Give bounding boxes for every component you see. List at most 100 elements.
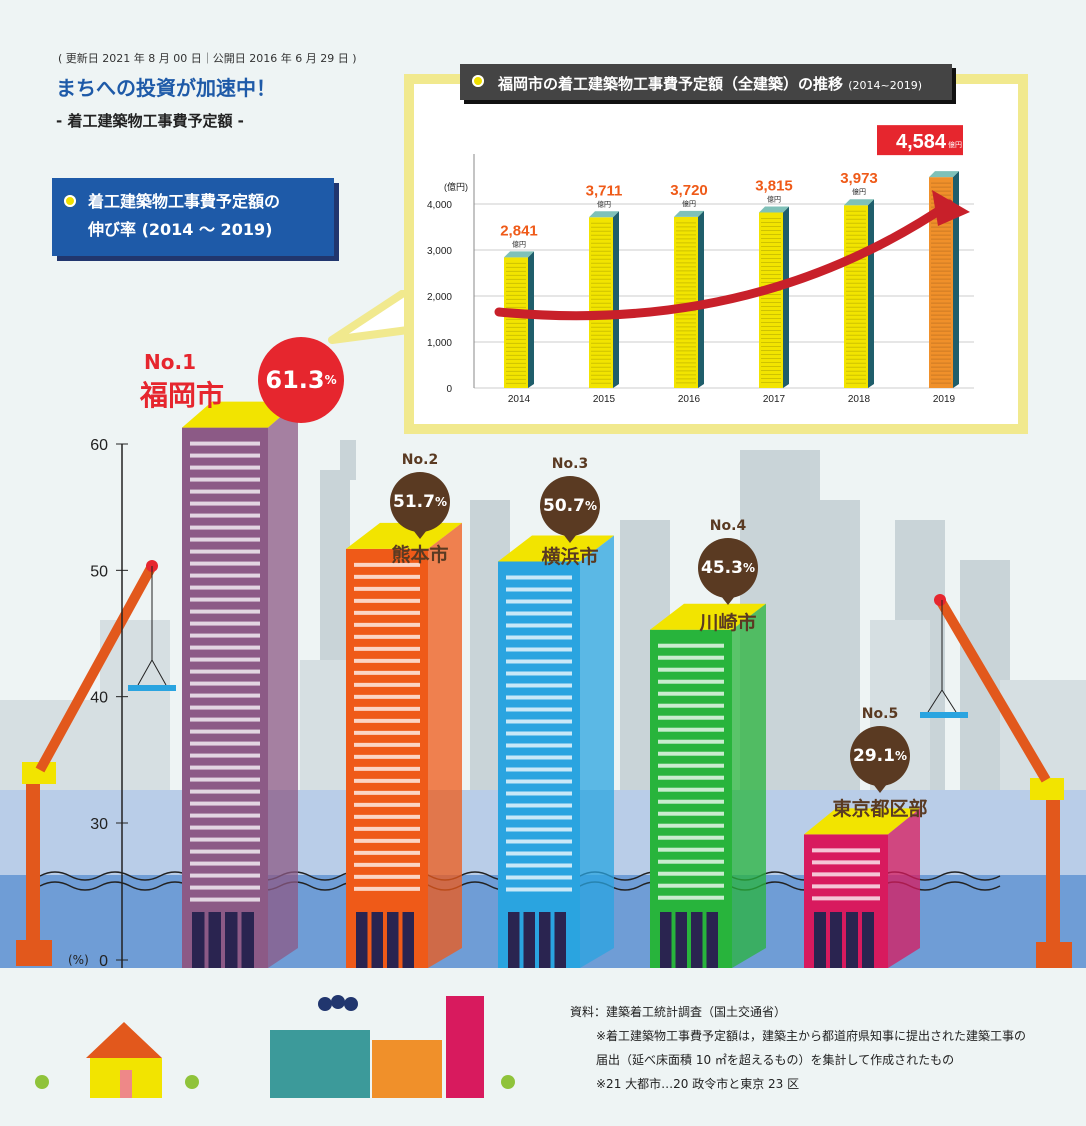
building-window-stripe	[506, 575, 572, 580]
rate-value: 29.1	[853, 746, 895, 766]
building-window-stripe	[506, 599, 572, 604]
building-door	[402, 912, 414, 968]
building-window-stripe	[658, 835, 724, 840]
bar-side	[868, 199, 874, 388]
y-tick-label: 2,000	[427, 292, 452, 303]
city-label: 川崎市	[699, 612, 757, 634]
building-window-stripe	[190, 705, 260, 710]
building-window-stripe	[190, 729, 260, 734]
building-window-stripe	[190, 897, 260, 902]
building-window-stripe	[190, 861, 260, 866]
building-window-stripe	[658, 715, 724, 720]
building-window-stripe	[658, 799, 724, 804]
building-door	[208, 912, 221, 968]
city-label: 熊本市	[391, 544, 449, 566]
building-window-stripe	[354, 562, 420, 567]
source-line-2: ※着工建築物工事費予定額は，建築主から都道府県知事に提出された建築工事の	[596, 1029, 1027, 1043]
building-window-stripe	[354, 682, 420, 687]
value-label: 4,584	[896, 131, 947, 153]
building-window-stripe	[506, 683, 572, 688]
bar-side	[528, 251, 534, 388]
bar	[759, 212, 783, 388]
building-window-stripe	[506, 791, 572, 796]
bubble-pointer	[721, 596, 735, 605]
highlight-value-box	[877, 125, 963, 156]
bar-side	[613, 211, 619, 388]
building-bar	[182, 427, 268, 968]
building-window-stripe	[658, 787, 724, 792]
subheadline: - 着工建築物工事費予定額 -	[56, 112, 244, 130]
building-window-stripe	[506, 671, 572, 676]
building-window-stripe	[354, 598, 420, 603]
value-unit: 億円	[597, 199, 611, 208]
rate-bubble: 61.3%	[258, 337, 344, 423]
value-unit: 億円	[682, 199, 696, 208]
growth-box-line1: 着工建築物工事費予定額の	[88, 192, 281, 211]
value-label: 3,720	[670, 182, 708, 199]
building-window-stripe	[658, 751, 724, 756]
x-tick-label: 2015	[593, 394, 616, 405]
rate-unit: %	[584, 499, 597, 513]
building-door	[814, 912, 826, 968]
building-window-stripe	[354, 694, 420, 699]
building-door	[523, 912, 535, 968]
building-window-stripe	[190, 453, 260, 458]
y-tick-label: 0	[446, 384, 452, 395]
rate-value: 50.7	[543, 496, 585, 516]
rate-bubble: 51.7%	[390, 472, 450, 532]
building-window-stripe	[190, 873, 260, 878]
building-window-stripe	[506, 587, 572, 592]
rate-value: 51.7	[393, 492, 435, 512]
building-window-stripe	[506, 707, 572, 712]
building-window-stripe	[354, 646, 420, 651]
building-window-stripe	[812, 884, 880, 889]
building-window-stripe	[354, 790, 420, 795]
building-window-stripe	[354, 814, 420, 819]
building-side	[580, 535, 614, 968]
y-tick-label: 50	[90, 563, 108, 580]
building-door	[691, 912, 703, 968]
building-window-stripe	[190, 813, 260, 818]
bar-side	[783, 206, 789, 388]
building-window-stripe	[190, 693, 260, 698]
building-window-stripe	[190, 837, 260, 842]
growth-box-line2: 伸び率 (2014 ～ 2019)	[88, 220, 273, 239]
rank-label: No.5	[861, 706, 899, 722]
source-line-3: 届出（延べ床面積 10 ㎡を超えるもの）を集計して作成されたもの	[596, 1053, 955, 1067]
building-door	[706, 912, 718, 968]
rate-unit: %	[434, 495, 447, 509]
building-window-stripe	[354, 718, 420, 723]
rate-bubble: 50.7%	[540, 476, 600, 536]
building-door	[371, 912, 383, 968]
building-window-stripe	[506, 743, 572, 748]
value-label: 2,841	[500, 222, 538, 239]
building-window-stripe	[506, 731, 572, 736]
building-window-stripe	[190, 549, 260, 554]
bubble-pointer	[563, 534, 577, 543]
building-door	[660, 912, 672, 968]
bar-top	[929, 171, 959, 178]
building-window-stripe	[658, 871, 724, 876]
building-window-stripe	[506, 659, 572, 664]
building-window-stripe	[354, 706, 420, 711]
x-tick-label: 2019	[933, 394, 956, 405]
y-unit-label: (%)	[68, 953, 89, 967]
building-door	[192, 912, 205, 968]
building-window-stripe	[812, 872, 880, 877]
y-tick-label: 60	[90, 437, 108, 454]
building-door	[846, 912, 858, 968]
building-window-stripe	[190, 585, 260, 590]
building-door	[356, 912, 368, 968]
building-window-stripe	[354, 610, 420, 615]
building-window-stripe	[190, 717, 260, 722]
bar	[504, 257, 528, 388]
bubble-pointer	[413, 530, 427, 539]
building-window-stripe	[506, 827, 572, 832]
building-window-stripe	[354, 754, 420, 759]
building-window-stripe	[354, 622, 420, 627]
building-door	[554, 912, 566, 968]
building-window-stripe	[190, 513, 260, 518]
headline: まちへの投資が加速中！	[56, 76, 276, 100]
building-door	[830, 912, 842, 968]
building-roof	[804, 808, 920, 835]
